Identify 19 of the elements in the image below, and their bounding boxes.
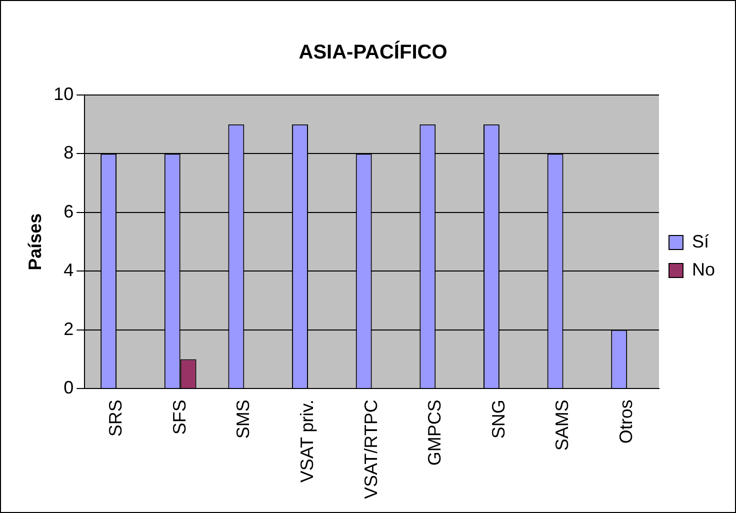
- x-tick-label: SNG: [488, 400, 508, 439]
- chart-title: ASIA-PACÍFICO: [298, 40, 448, 64]
- y-tick-label: 6: [64, 201, 74, 222]
- y-axis-title: Países: [24, 213, 45, 270]
- y-tick-label: 4: [64, 260, 74, 280]
- legend-label: Sí: [692, 231, 710, 252]
- y-tick-label: 8: [64, 142, 74, 163]
- legend-label: No: [692, 259, 716, 280]
- y-tick-label: 10: [54, 84, 74, 104]
- x-tick-label: Otros: [616, 400, 636, 444]
- y-tick-label: 0: [64, 378, 74, 398]
- x-tick-label: SMS: [233, 400, 254, 439]
- x-tick-label: VSAT/RTPC: [360, 400, 381, 500]
- x-tick-label: SAMS: [552, 400, 572, 451]
- x-tick-label: VSAT priv.: [296, 400, 317, 483]
- x-tick-label: GMPCS: [424, 400, 445, 466]
- y-tick-label: 2: [64, 318, 74, 339]
- x-tick-label: SRS: [106, 400, 126, 437]
- x-tick-label: SFS: [169, 400, 190, 435]
